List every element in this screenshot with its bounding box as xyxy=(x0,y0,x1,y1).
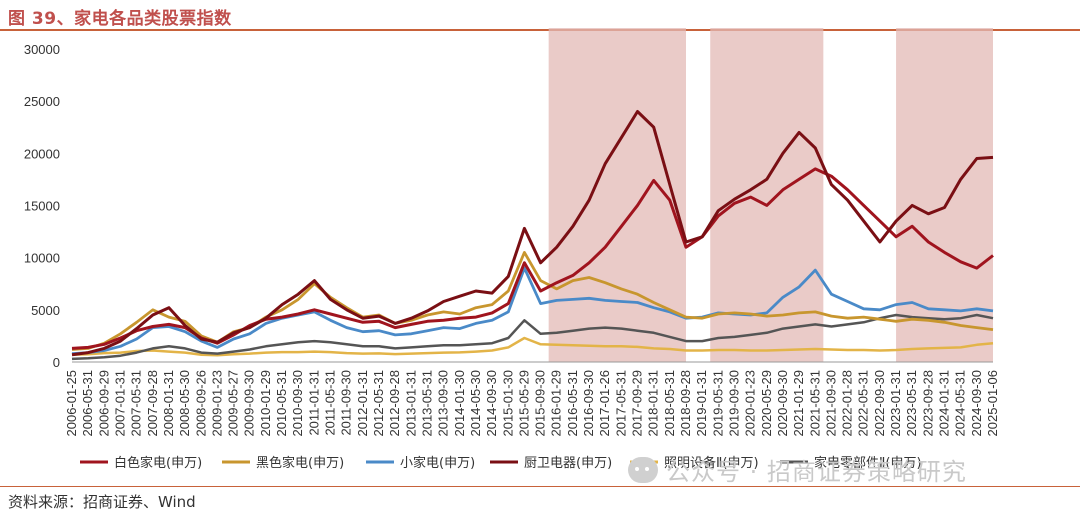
x-tick-label-21: 2013-01-31 xyxy=(403,370,418,437)
x-tick-label-4: 2007-05-31 xyxy=(129,370,144,437)
x-tick-label-27: 2015-01-30 xyxy=(500,370,515,437)
x-tick-label-46: 2021-05-31 xyxy=(807,370,822,437)
x-tick-label-37: 2018-05-31 xyxy=(662,370,677,437)
x-tick-label-33: 2017-01-26 xyxy=(597,370,612,437)
x-tick-label-16: 2011-05-31 xyxy=(323,370,338,436)
x-tick-label-42: 2020-01-23 xyxy=(743,370,758,437)
x-tick-label-40: 2019-05-31 xyxy=(710,370,725,437)
x-tick-label-57: 2025-01-06 xyxy=(985,370,1000,437)
x-tick-label-48: 2022-01-28 xyxy=(840,370,855,437)
x-tick-label-36: 2018-01-31 xyxy=(646,370,661,437)
x-tick-label-51: 2023-01-31 xyxy=(888,370,903,437)
x-tick-label-54: 2024-01-31 xyxy=(937,370,952,437)
y-tick-label-6: 30000 xyxy=(24,42,60,57)
x-tick-label-0: 2006-01-25 xyxy=(64,370,79,437)
series-line-厨卫电器 xyxy=(71,110,994,357)
x-tick-label-34: 2017-05-31 xyxy=(613,370,628,437)
source-rule xyxy=(0,486,1080,487)
source-note: 资料来源：招商证券、Wind xyxy=(8,493,196,511)
x-tick-label-43: 2020-05-29 xyxy=(759,370,774,437)
y-tick-label-2: 10000 xyxy=(24,251,60,266)
y-tick-label-3: 15000 xyxy=(24,198,60,213)
x-tick-label-50: 2022-09-30 xyxy=(872,370,887,437)
x-tick-label-45: 2021-01-29 xyxy=(791,370,806,437)
x-tick-label-39: 2019-01-31 xyxy=(694,370,709,437)
watermark: 公众号 · 招商证券策略研究 xyxy=(628,452,967,487)
x-tick-label-6: 2008-01-31 xyxy=(161,370,176,437)
x-tick-label-22: 2013-05-31 xyxy=(419,370,434,437)
x-tick-label-11: 2009-09-30 xyxy=(242,370,257,437)
x-tick-label-23: 2013-09-30 xyxy=(436,370,451,437)
wechat-icon xyxy=(628,456,658,483)
x-tick-label-53: 2023-09-28 xyxy=(920,370,935,437)
x-tick-label-25: 2014-05-30 xyxy=(468,370,483,437)
x-tick-label-3: 2007-01-31 xyxy=(112,370,127,437)
x-tick-label-2: 2006-09-29 xyxy=(96,370,111,437)
legend-label-厨卫电器: 厨卫电器(申万) xyxy=(524,456,612,471)
x-tick-label-18: 2012-01-31 xyxy=(355,370,370,437)
x-tick-label-56: 2024-09-30 xyxy=(969,370,984,437)
x-tick-label-5: 2007-09-28 xyxy=(145,370,160,437)
watermark-text: 公众号 · 招商证券策略研究 xyxy=(666,458,967,486)
x-tick-label-7: 2008-05-30 xyxy=(177,370,192,437)
x-tick-label-24: 2014-01-30 xyxy=(452,370,467,437)
x-tick-label-52: 2023-05-31 xyxy=(904,370,919,437)
x-tick-label-1: 2006-05-31 xyxy=(80,370,95,437)
series-line-家电零部件 xyxy=(71,313,994,361)
x-tick-label-32: 2016-09-30 xyxy=(581,370,596,437)
shaded-period-1 xyxy=(710,28,824,362)
y-tick-label-4: 20000 xyxy=(24,146,60,161)
x-tick-label-49: 2022-05-31 xyxy=(856,370,871,437)
legend-label-小家电: 小家电(申万) xyxy=(400,455,475,471)
x-tick-label-15: 2011-01-31 xyxy=(306,370,321,436)
figure-title: 图 39、家电各品类股票指数 xyxy=(8,9,232,29)
x-tick-label-44: 2020-09-30 xyxy=(775,370,790,437)
shaded-period-2 xyxy=(896,28,993,362)
title-rule xyxy=(0,29,1080,31)
x-tick-label-55: 2024-05-31 xyxy=(953,370,968,437)
x-tick-label-13: 2010-05-31 xyxy=(274,370,289,437)
x-tick-label-9: 2009-01-23 xyxy=(209,370,224,437)
x-tick-label-35: 2017-09-29 xyxy=(630,370,645,437)
legend-label-白色家电: 白色家电(申万) xyxy=(114,455,202,471)
series-line-照明设备 xyxy=(71,336,994,357)
x-tick-label-26: 2014-09-30 xyxy=(484,370,499,437)
legend-label-家电零部件: 家电零部件Ⅱ(申万) xyxy=(814,455,922,471)
series-line-白色家电 xyxy=(71,167,994,350)
x-tick-label-20: 2012-09-28 xyxy=(387,370,402,437)
x-tick-label-47: 2021-09-30 xyxy=(823,370,838,437)
series-line-小家电 xyxy=(71,266,994,355)
y-tick-label-0: 0 xyxy=(53,355,60,370)
x-tick-label-14: 2010-09-30 xyxy=(290,370,305,437)
series-line-黑色家电 xyxy=(71,251,994,351)
x-tick-label-8: 2008-09-26 xyxy=(193,370,208,437)
x-tick-label-10: 2009-05-27 xyxy=(226,370,241,437)
legend-label-照明设备: 照明设备Ⅱ(申万) xyxy=(664,455,759,471)
x-tick-label-31: 2016-05-31 xyxy=(565,370,580,437)
x-tick-label-17: 2011-09-30 xyxy=(339,370,354,436)
x-tick-label-38: 2018-09-28 xyxy=(678,370,693,437)
x-tick-label-12: 2010-01-29 xyxy=(258,370,273,437)
x-tick-label-29: 2015-09-30 xyxy=(533,370,548,437)
legend-label-黑色家电: 黑色家电(申万) xyxy=(256,455,344,471)
x-tick-label-30: 2016-01-29 xyxy=(549,370,564,437)
y-tick-label-5: 25000 xyxy=(24,94,60,109)
x-tick-label-19: 2012-05-31 xyxy=(371,370,386,437)
x-tick-label-28: 2015-05-29 xyxy=(516,370,531,437)
y-tick-label-1: 5000 xyxy=(31,303,60,318)
x-tick-label-41: 2019-09-30 xyxy=(726,370,741,437)
